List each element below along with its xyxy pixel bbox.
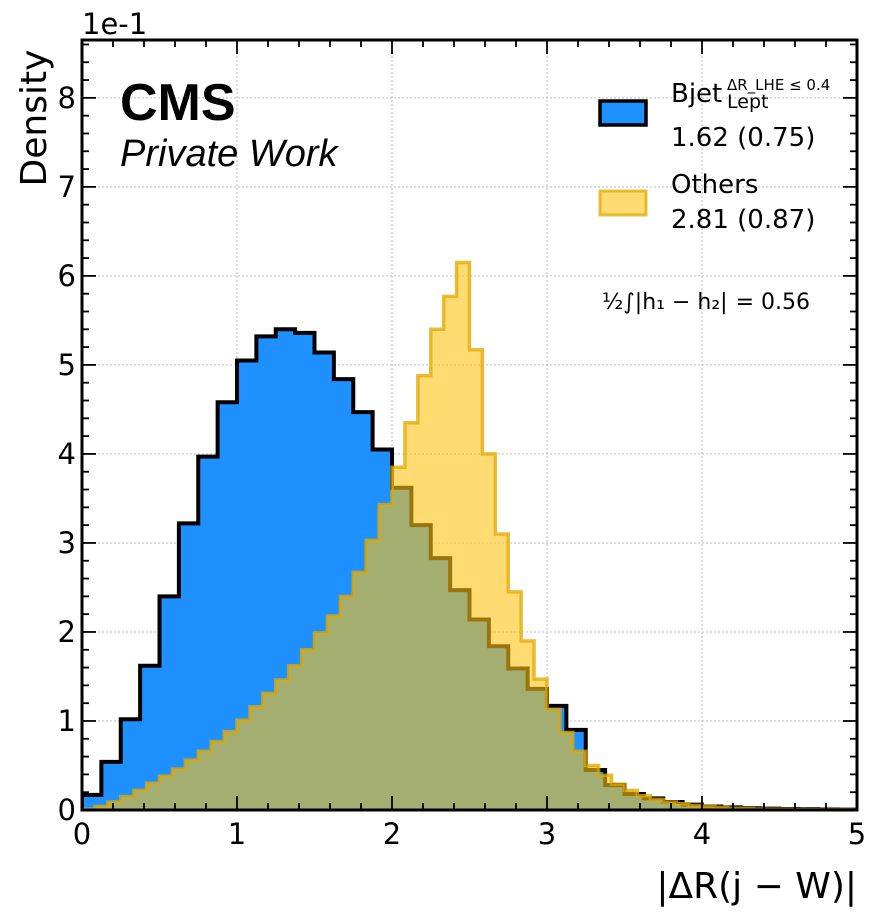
hist-fill-1 bbox=[82, 262, 857, 810]
legend-sup-bjet: ΔR_LHE ≤ 0.4 bbox=[727, 76, 830, 95]
y-scale-label: 1e-1 bbox=[82, 7, 147, 41]
tick-labels: 0 1 2 3 4 5 0 1 2 3 4 5 6 7 8 bbox=[58, 81, 867, 851]
legend-stats-bjet: 1.62 (0.75) bbox=[671, 123, 815, 153]
legend-label-bjet: Bjet bbox=[671, 79, 722, 109]
histograms bbox=[82, 260, 857, 810]
legend-sub-bjet: Lept bbox=[727, 91, 768, 113]
hist-outline-1 bbox=[82, 260, 857, 810]
x-axis-title: |ΔR(j − W)| bbox=[656, 866, 857, 907]
x-tick-label: 1 bbox=[228, 817, 246, 851]
x-tick-label: 4 bbox=[693, 817, 711, 851]
y-tick-label: 1 bbox=[58, 704, 76, 738]
legend-swatch-others bbox=[598, 189, 648, 217]
x-tick-label: 5 bbox=[848, 817, 866, 851]
legend: Bjet ΔR_LHE ≤ 0.4 Lept 1.62 (0.75) Other… bbox=[598, 76, 830, 235]
overlap-annotation: ½∫|h₁ − h₂| = 0.56 bbox=[602, 290, 810, 315]
y-tick-label: 5 bbox=[58, 348, 76, 382]
x-tick-label: 3 bbox=[538, 817, 556, 851]
private-work-label: Private Work bbox=[120, 133, 339, 175]
legend-label-others: Others bbox=[671, 170, 758, 200]
y-tick-label: 8 bbox=[58, 81, 76, 115]
x-tick-label: 2 bbox=[383, 817, 401, 851]
legend-stats-others: 2.81 (0.87) bbox=[671, 205, 815, 235]
y-axis-title: Density bbox=[14, 50, 55, 187]
ticks bbox=[81, 40, 858, 811]
y-tick-label: 7 bbox=[58, 170, 76, 204]
x-tick-label: 0 bbox=[73, 817, 91, 851]
plot-frame bbox=[80, 38, 859, 812]
legend-swatch-bjet bbox=[598, 99, 648, 127]
y-tick-label: 0 bbox=[58, 793, 76, 827]
cms-label: CMS bbox=[120, 74, 236, 132]
y-tick-label: 4 bbox=[58, 437, 76, 471]
y-tick-label: 2 bbox=[58, 615, 76, 649]
y-tick-label: 6 bbox=[58, 259, 76, 293]
y-tick-label: 3 bbox=[58, 526, 76, 560]
